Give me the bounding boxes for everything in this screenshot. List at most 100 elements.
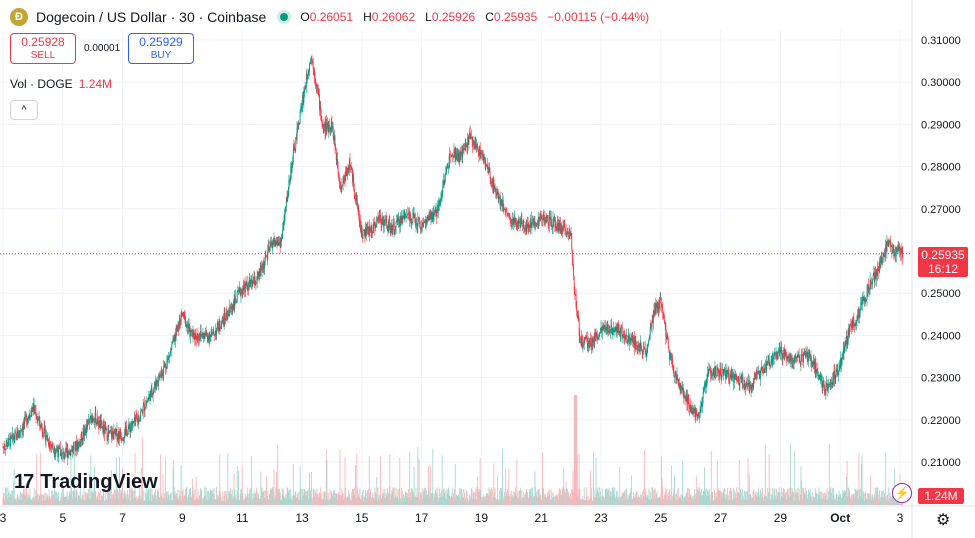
candle-body <box>167 359 168 362</box>
candle-body <box>838 369 840 372</box>
candle-body <box>174 335 176 342</box>
candle-body <box>808 352 810 357</box>
volume-bar <box>559 489 561 505</box>
volume-bar <box>865 491 867 505</box>
candle-body <box>135 416 137 419</box>
volume-bar <box>475 488 477 505</box>
candle-body <box>367 226 369 231</box>
candle-body <box>418 218 419 220</box>
volume-bar <box>741 489 743 505</box>
volume-bar <box>309 472 310 505</box>
volume-bar <box>518 498 520 505</box>
volume-bar <box>697 489 699 505</box>
candle-body <box>533 219 535 222</box>
volume-bar <box>182 489 184 505</box>
candle-body <box>809 354 811 356</box>
candle-body <box>151 387 153 394</box>
candle-body <box>124 428 126 437</box>
volume-bar <box>686 493 688 505</box>
volume-bar <box>239 500 241 505</box>
volume-bar <box>157 488 159 505</box>
candle-body <box>162 373 164 375</box>
candle-body <box>354 194 356 199</box>
candle-body <box>271 243 272 245</box>
volume-bar <box>556 497 558 505</box>
volume-bar <box>883 493 885 505</box>
candle-body <box>286 197 288 202</box>
candle-body <box>6 442 8 446</box>
candle-body <box>548 223 550 226</box>
gear-icon[interactable]: ⚙ <box>936 512 951 529</box>
volume-bar <box>190 495 192 505</box>
candle-body <box>621 327 623 337</box>
candle-body <box>268 246 270 250</box>
candle-body <box>307 78 309 80</box>
candle-body <box>327 123 328 127</box>
candle-body <box>575 294 576 296</box>
candle-body <box>321 119 323 124</box>
volume-bar <box>86 499 87 505</box>
tradingview-logo[interactable]: 17 TradingView <box>14 471 158 494</box>
volume-bar <box>17 496 19 505</box>
volume-bar <box>119 489 121 505</box>
volume-bar <box>652 490 654 505</box>
candle-body <box>226 316 228 319</box>
candle-body <box>600 327 602 331</box>
candle-body <box>259 269 261 278</box>
volume-bar <box>487 495 489 505</box>
volume-bar <box>539 496 541 505</box>
volume-bar <box>50 499 52 505</box>
candle-body <box>220 328 222 330</box>
candle-body <box>468 136 470 145</box>
volume-bar <box>764 496 766 505</box>
volume-bar <box>342 492 343 505</box>
candle-body <box>250 278 252 283</box>
volume-bar <box>258 498 260 505</box>
volume-bar <box>432 448 434 505</box>
volume-legend[interactable]: Vol · DOGE 1.24M <box>10 77 112 91</box>
candle-body <box>644 347 646 349</box>
volume-bar <box>734 498 736 505</box>
volume-bar <box>486 493 488 505</box>
candle-body <box>332 126 334 133</box>
symbol-title[interactable]: Dogecoin / US Dollar · 30 · Coinbase <box>36 9 267 25</box>
candle-body <box>596 331 598 339</box>
sell-button[interactable]: 0.25928 SELL <box>10 33 76 64</box>
candle-body <box>485 164 487 166</box>
candle-body <box>319 106 321 110</box>
candle-body <box>510 220 512 224</box>
volume-bar <box>115 457 117 505</box>
collapse-legend-button[interactable]: ^ <box>10 100 38 120</box>
buy-button[interactable]: 0.25929 BUY <box>128 33 194 64</box>
volume-bar <box>743 490 745 505</box>
candle-body <box>196 337 198 341</box>
volume-bar <box>778 487 780 505</box>
volume-bar <box>127 490 129 505</box>
volume-bar <box>736 487 738 505</box>
candle-body <box>617 322 619 332</box>
candle-body <box>638 344 640 348</box>
candle-body <box>364 229 366 238</box>
volume-bar <box>643 496 645 505</box>
candle-body <box>527 224 529 227</box>
candle-body <box>756 373 758 375</box>
volume-bar <box>183 498 185 505</box>
volume-bar <box>634 496 636 505</box>
volume-bar <box>83 487 85 505</box>
candle-body <box>499 197 501 205</box>
candle-body <box>202 332 204 338</box>
candle-body <box>535 223 537 225</box>
volume-bar <box>121 489 123 505</box>
volume-bar <box>296 498 298 505</box>
volume-bar <box>837 500 839 505</box>
bolt-icon[interactable]: ⚡ <box>892 483 912 503</box>
candle-body <box>452 156 454 158</box>
volume-bar <box>507 488 509 505</box>
candle-body <box>207 335 209 341</box>
volume-bar <box>247 493 249 505</box>
volume-bar <box>243 498 245 505</box>
volume-bar <box>603 496 604 505</box>
volume-bar <box>634 493 636 505</box>
volume-bar <box>819 491 821 505</box>
